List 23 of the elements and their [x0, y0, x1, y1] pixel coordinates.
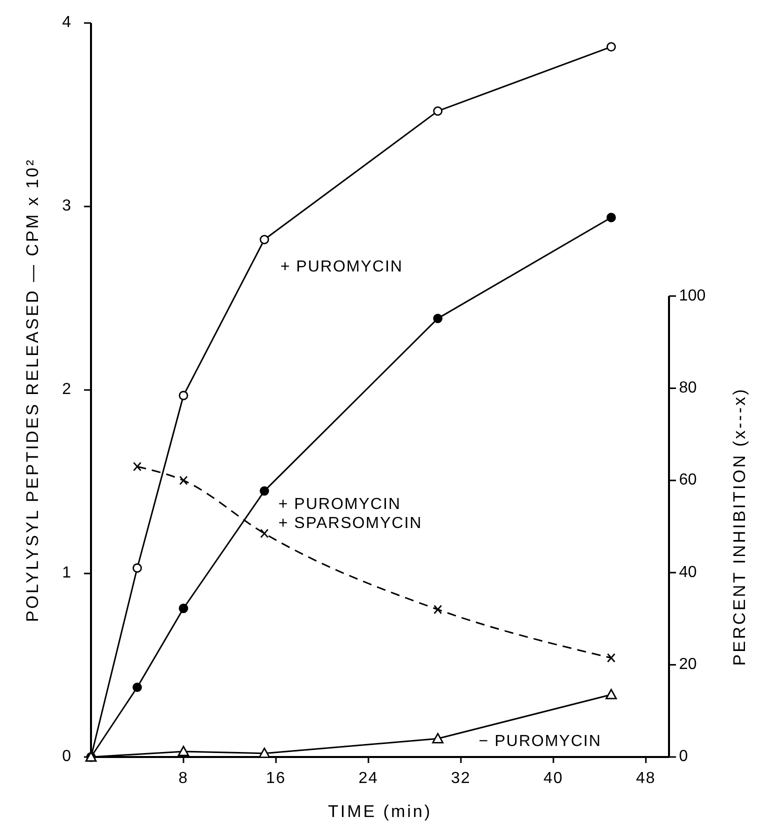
series-label: − PUROMYCIN — [478, 732, 602, 750]
y2-tick-label: 0 — [679, 748, 688, 766]
x-tick-label: 24 — [358, 770, 378, 787]
y-tick-label: 3 — [62, 198, 72, 215]
y-axis-title: POLYLYSYL PEPTIDES RELEASED — CPM x 10² — [23, 158, 42, 622]
series-label: + PUROMYCIN — [280, 258, 403, 276]
y2-tick-label: 40 — [679, 564, 697, 581]
series-label: + PUROMYCIN + SPARSOMYCIN — [278, 496, 422, 532]
x-tick-label: 48 — [636, 770, 656, 787]
y2-tick-label: 80 — [679, 379, 697, 396]
y2-tick-label: 100 — [679, 287, 706, 304]
y-tick-label: 0 — [62, 748, 72, 766]
y-tick-label: 4 — [62, 14, 72, 32]
x-tick-label: 16 — [266, 770, 286, 787]
x-axis-title: TIME (min) — [328, 802, 432, 821]
x-tick-label: 40 — [544, 770, 564, 787]
y-tick-label: 2 — [62, 381, 72, 398]
x-tick-label: 8 — [178, 770, 188, 787]
y2-tick-label: 20 — [679, 656, 697, 674]
y2-tick-label: 60 — [679, 472, 697, 489]
y-tick-label: 1 — [62, 564, 72, 582]
y2-axis-title: PERCENT INHIBITION (x---x) — [730, 387, 749, 666]
x-tick-label: 32 — [451, 770, 471, 787]
